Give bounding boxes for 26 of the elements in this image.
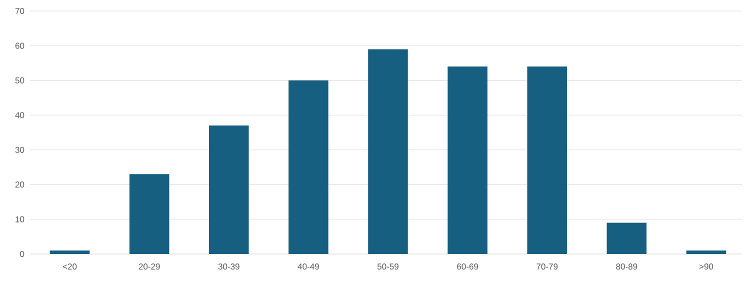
y-tick-label: 70 <box>15 8 24 14</box>
x-tick-label: 30-39 <box>218 264 240 270</box>
x-tick-label: >90 <box>699 264 714 270</box>
bar <box>288 80 328 254</box>
y-tick-label: 20 <box>15 182 24 188</box>
y-tick-label: 60 <box>15 42 24 49</box>
x-tick-label: 60-69 <box>457 264 478 270</box>
bar <box>368 49 408 254</box>
bar <box>208 126 249 254</box>
bar <box>129 174 170 254</box>
bar <box>448 66 488 254</box>
x-tick-label: 80-89 <box>616 264 638 270</box>
y-tick-label: 30 <box>15 146 24 153</box>
y-tick-label: 0 <box>20 250 24 258</box>
y-tick-label: 40 <box>15 112 24 118</box>
bar <box>50 250 90 254</box>
bar <box>686 250 726 254</box>
bar <box>606 222 647 254</box>
x-tick-label: 40-49 <box>298 264 319 270</box>
x-tick-label: 50-59 <box>377 264 398 270</box>
y-tick-label: 50 <box>15 77 24 84</box>
y-tick-label: 10 <box>16 216 24 222</box>
x-tick-label: <20 <box>62 264 77 270</box>
x-tick-label: 70-79 <box>536 264 558 270</box>
x-tick-label: 20-29 <box>138 264 160 270</box>
bar <box>527 66 567 254</box>
